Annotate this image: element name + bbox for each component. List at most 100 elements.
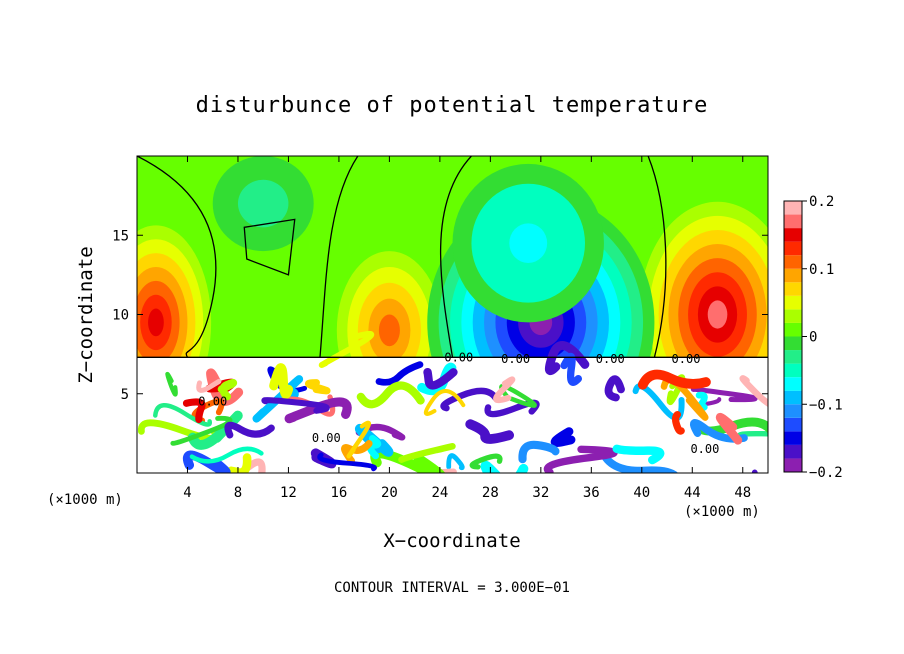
turbulent-streak (196, 378, 222, 393)
x-tick-label: 36 (583, 485, 600, 501)
turbulent-streak (715, 412, 743, 445)
contour-label-group: 0.00 0.00 0.00 0.00 0.00 0.00 0.00 (198, 350, 719, 456)
turbulent-streak (165, 371, 178, 397)
x-scale-note-right: (×1000 m) (684, 504, 760, 520)
turbulent-streak (189, 446, 264, 464)
x-tick-label: 8 (234, 485, 242, 501)
turbulent-streak (544, 341, 590, 376)
colorbar-swatch (784, 268, 802, 283)
colorbar-tick-label: 0 (809, 330, 817, 346)
turbulent-streak (612, 444, 665, 465)
turbulent-streak (217, 379, 238, 401)
contour-label: 0.00 (198, 395, 227, 409)
turbulent-streak (398, 442, 456, 463)
x-tick-label: 40 (633, 485, 650, 501)
turbulent-streak (318, 330, 375, 369)
y-axis: 5 10 15 (112, 228, 768, 403)
turbulent-streak (346, 420, 371, 459)
plot-area (137, 156, 768, 473)
turbulent-streak (671, 410, 685, 435)
anomaly-level (237, 179, 289, 228)
colorbar-tick-label: −0.1 (809, 397, 843, 413)
turbulent-streak (493, 376, 516, 404)
contour-label: 0.00 (690, 442, 719, 456)
colorbar-swatch (784, 431, 802, 445)
x-axis: 4 8 12 16 20 24 28 32 36 40 44 48 (183, 156, 751, 501)
x-tick-label: 48 (734, 485, 751, 501)
turbulent-streak (375, 361, 424, 386)
x-axis-label: X−coordinate (383, 530, 520, 552)
contour-label: 0.00 (501, 352, 530, 366)
turbulent-streak (469, 453, 503, 470)
colorbar-swatch (784, 255, 802, 269)
anomaly-level (378, 314, 400, 347)
turbulent-streak (737, 430, 768, 439)
colorbar-swatch (784, 458, 802, 472)
turbulent-streak (317, 452, 377, 472)
contour-label: 0.00 (444, 350, 473, 364)
turbulent-streak (560, 352, 583, 386)
anomaly-level (148, 308, 164, 337)
turbulent-streak (446, 453, 465, 471)
turbulent-streak (543, 445, 618, 473)
colorbar-swatch (784, 417, 802, 432)
turbulent-streak (356, 381, 425, 409)
turbulent-field (138, 330, 768, 473)
x-tick-label: 4 (183, 485, 191, 501)
chart-title: disturbunce of potential temperature (196, 93, 709, 118)
turbulent-streak (550, 427, 576, 447)
turbulent-streak (690, 386, 758, 403)
turbulent-streak (518, 440, 560, 464)
colorbar-swatch (784, 309, 802, 323)
colorbar-swatch (784, 350, 802, 364)
x-tick-label: 16 (330, 485, 347, 501)
colorbar-swatch (784, 241, 802, 256)
colorbar-swatch (784, 363, 802, 378)
y-axis-label: Z−coordinate (75, 246, 97, 383)
colorbar-swatch (784, 336, 802, 351)
turbulent-streak (739, 375, 768, 408)
turbulent-streak (269, 363, 294, 399)
colorbar-swatch (784, 322, 802, 337)
contour-zero (319, 156, 359, 358)
colorbar-swatch (784, 444, 802, 459)
turbulent-streak (182, 398, 206, 424)
anomaly-level (509, 223, 548, 263)
colorbar-tick-label: 0.2 (809, 194, 834, 210)
contour-closed (243, 218, 296, 276)
turbulent-streak (304, 379, 331, 395)
colorbar-swatch (784, 201, 802, 215)
colorbar-swatch (784, 214, 802, 229)
turbulent-streak (480, 460, 529, 473)
x-tick-label: 24 (431, 485, 448, 501)
x-tick-label: 28 (482, 485, 499, 501)
turbulent-streak (637, 369, 711, 390)
colorbar-swatch (784, 295, 802, 310)
y-tick-label: 15 (112, 228, 129, 244)
contour-label: 0.00 (596, 352, 625, 366)
turbulent-streak (423, 367, 458, 390)
turbulent-streak (341, 440, 373, 465)
contour-label: 0.00 (312, 431, 341, 445)
turbulent-streak (423, 389, 466, 416)
contour-label: 0.00 (672, 352, 701, 366)
turbulent-streak (224, 421, 275, 439)
turbulent-streak (244, 458, 266, 473)
turbulent-streak (261, 397, 330, 414)
turbulent-streak (170, 415, 233, 446)
colorbar: 0.2 0.1 0 −0.1 −0.2 (783, 194, 843, 481)
contour-interval-note: CONTOUR INTERVAL = 3.000E−01 (334, 580, 570, 596)
x-tick-label: 32 (532, 485, 549, 501)
colorbar-swatch (784, 390, 802, 405)
turbulent-streak (366, 435, 382, 460)
turbulent-streak (153, 403, 212, 427)
contour-zero (439, 156, 472, 358)
x-tick-label: 20 (381, 485, 398, 501)
x-tick-label: 12 (280, 485, 297, 501)
turbulent-streak (604, 375, 625, 402)
contour-zero (137, 156, 217, 358)
colorbar-tick-label: 0.1 (809, 262, 834, 278)
colorbar-swatch (784, 404, 802, 418)
x-tick-label: 44 (684, 485, 701, 501)
